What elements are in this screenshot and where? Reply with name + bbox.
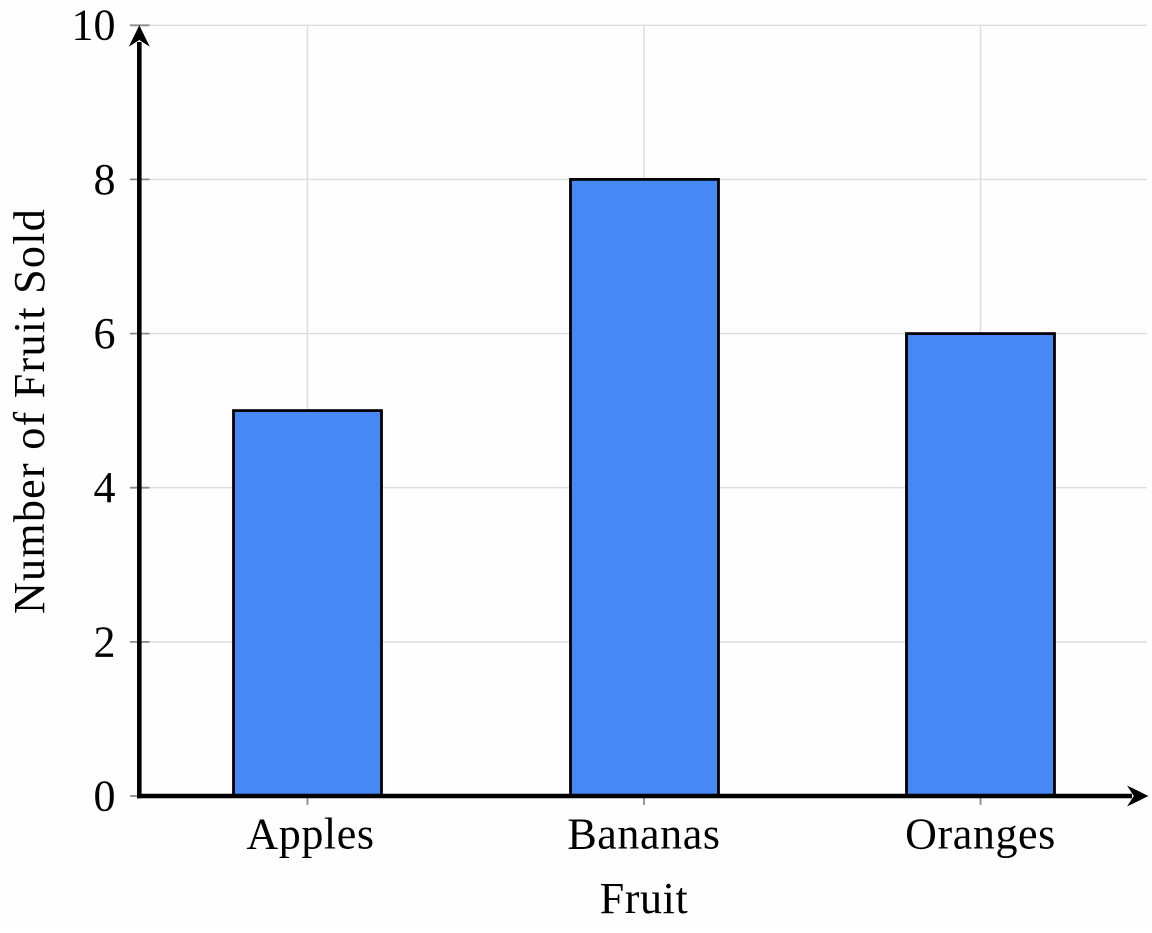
svg-text:4: 4 (94, 463, 116, 512)
svg-text:Fruit: Fruit (600, 874, 689, 923)
svg-text:Apples: Apples (246, 810, 374, 859)
svg-text:10: 10 (72, 1, 116, 50)
svg-text:2: 2 (94, 617, 116, 666)
svg-text:6: 6 (94, 309, 116, 358)
svg-text:Oranges: Oranges (905, 810, 1056, 859)
svg-text:Bananas: Bananas (567, 810, 720, 859)
svg-text:0: 0 (94, 771, 116, 820)
svg-text:Number of Fruit Sold: Number of Fruit Sold (5, 208, 54, 614)
svg-text:8: 8 (94, 155, 116, 204)
